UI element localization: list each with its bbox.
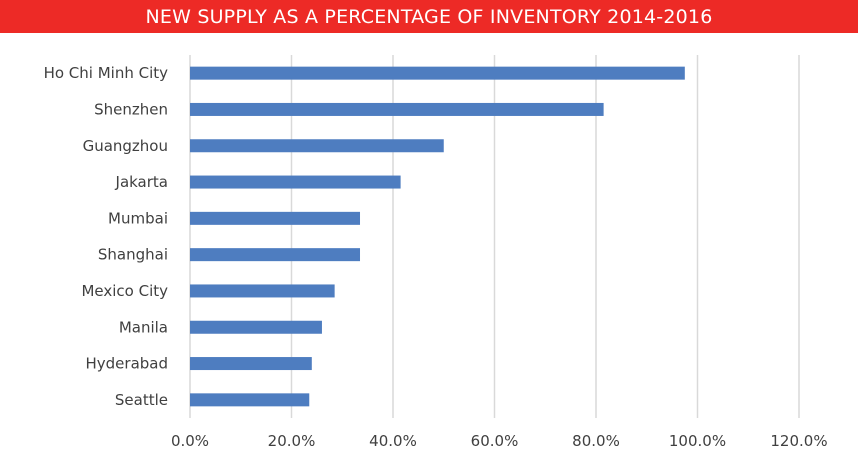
category-label: Guangzhou [83, 137, 168, 155]
x-tick-label: 20.0% [268, 432, 316, 450]
category-label: Mumbai [108, 209, 168, 227]
category-label: Jakarta [115, 173, 168, 191]
chart-title: NEW SUPPLY AS A PERCENTAGE OF INVENTORY … [145, 5, 713, 28]
x-tick-label: 120.0% [770, 432, 827, 450]
bar [190, 248, 361, 262]
bar [190, 393, 310, 407]
x-tick-label: 100.0% [669, 432, 726, 450]
x-axis-tick-labels: 0.0% 20.0% 40.0% 60.0% 80.0% 100.0% 120.0% [171, 432, 828, 450]
category-label: Seattle [115, 391, 168, 409]
category-label: Hyderabad [86, 355, 169, 373]
bar [190, 66, 685, 80]
category-label: Shanghai [98, 246, 168, 264]
bar [190, 357, 312, 371]
bar [190, 139, 444, 153]
category-label: Ho Chi Minh City [44, 64, 169, 82]
title-bar: NEW SUPPLY AS A PERCENTAGE OF INVENTORY … [0, 0, 858, 33]
x-tick-label: 80.0% [572, 432, 620, 450]
x-tick-label: 0.0% [171, 432, 209, 450]
bar [190, 284, 335, 298]
category-label: Mexico City [81, 282, 168, 300]
category-label: Shenzhen [94, 100, 168, 118]
bar [190, 175, 401, 189]
x-tick-label: 40.0% [369, 432, 417, 450]
bars [190, 66, 685, 407]
bar [190, 211, 361, 225]
bar [190, 320, 322, 334]
bar [190, 102, 604, 116]
category-labels: Ho Chi Minh City Shenzhen Guangzhou Jakarta… [44, 64, 169, 409]
category-label: Manila [119, 318, 168, 336]
x-tick-label: 60.0% [471, 432, 519, 450]
